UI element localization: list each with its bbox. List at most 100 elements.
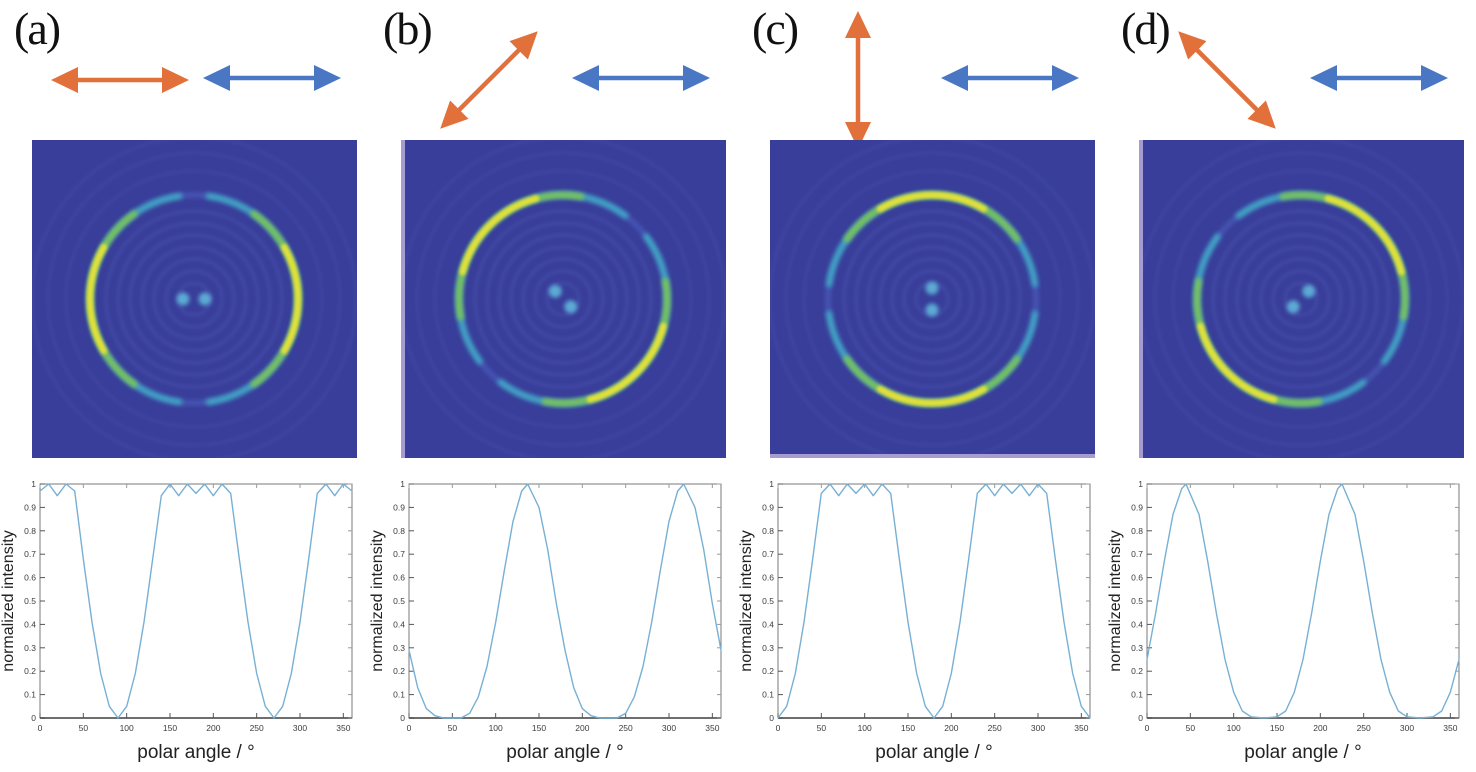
blue-double-arrow-icon bbox=[1310, 65, 1448, 91]
plot-svg: 0 50 100 150 200 250 300 350 0 0.1 0.2 0.3 0.4 0.5 0.6… bbox=[1107, 479, 1460, 763]
svg-text:0.6: 0.6 bbox=[762, 573, 774, 583]
svg-text:0.6: 0.6 bbox=[1131, 573, 1143, 583]
blue-double-arrow-icon bbox=[572, 65, 710, 91]
svg-text:0.8: 0.8 bbox=[393, 526, 405, 536]
intensity-plot: 0 50 100 150 200 250 300 350 0 0.1 0.2 0.3 0.4 0.5 0.6… bbox=[0, 468, 369, 770]
panel-label: (a) bbox=[14, 3, 61, 54]
svg-text:50: 50 bbox=[817, 723, 827, 733]
svg-text:0: 0 bbox=[1138, 713, 1143, 723]
pump-polarization-arrow-icon bbox=[414, 5, 564, 155]
svg-text:350: 350 bbox=[1443, 723, 1457, 733]
svg-text:0.9: 0.9 bbox=[762, 502, 774, 512]
svg-text:polar angle / °: polar angle / ° bbox=[506, 742, 623, 763]
svg-text:250: 250 bbox=[250, 723, 264, 733]
svg-text:1: 1 bbox=[769, 479, 774, 489]
svg-text:0.9: 0.9 bbox=[1131, 502, 1143, 512]
svg-text:0.7: 0.7 bbox=[24, 549, 36, 559]
intensity-plot: 0 50 100 150 200 250 300 350 0 0.1 0.2 0.3 0.4 0.5 0.6… bbox=[369, 468, 738, 770]
svg-text:0.8: 0.8 bbox=[1131, 526, 1143, 536]
orange-double-arrow-icon bbox=[440, 31, 538, 129]
svg-text:normalized intensity: normalized intensity bbox=[369, 530, 386, 671]
svg-text:50: 50 bbox=[1186, 723, 1196, 733]
panel-label: (c) bbox=[752, 3, 799, 54]
plot-svg: 0 50 100 150 200 250 300 350 0 0.1 0.2 0.3 0.4 0.5 0.6… bbox=[369, 479, 722, 763]
svg-text:0: 0 bbox=[400, 713, 405, 723]
svg-text:350: 350 bbox=[705, 723, 719, 733]
svg-text:150: 150 bbox=[901, 723, 915, 733]
orange-double-arrow-icon bbox=[51, 67, 189, 93]
blue-double-arrow-icon bbox=[203, 65, 341, 91]
svg-text:250: 250 bbox=[1357, 723, 1371, 733]
svg-text:100: 100 bbox=[858, 723, 872, 733]
intensity-plot: 0 50 100 150 200 250 300 350 0 0.1 0.2 0.3 0.4 0.5 0.6… bbox=[738, 468, 1107, 770]
svg-text:0.3: 0.3 bbox=[393, 643, 405, 653]
svg-text:0.5: 0.5 bbox=[24, 596, 36, 606]
plot-svg: 0 50 100 150 200 250 300 350 0 0.1 0.2 0.3 0.4 0.5 0.6… bbox=[0, 479, 353, 763]
svg-text:0.9: 0.9 bbox=[24, 502, 36, 512]
svg-text:0.2: 0.2 bbox=[762, 666, 774, 676]
svg-text:polar angle / °: polar angle / ° bbox=[875, 742, 992, 763]
svg-text:0.1: 0.1 bbox=[762, 690, 774, 700]
svg-text:normalized intensity: normalized intensity bbox=[738, 530, 755, 671]
svg-text:100: 100 bbox=[120, 723, 134, 733]
svg-text:350: 350 bbox=[336, 723, 350, 733]
svg-text:50: 50 bbox=[79, 723, 89, 733]
panel-a: (a) 0 50 100 150 200 250 300 350 0 0.1 0.2 0.3 0.4 0.… bbox=[0, 0, 369, 772]
svg-text:0: 0 bbox=[769, 713, 774, 723]
blue-double-arrow-icon bbox=[941, 65, 1079, 91]
svg-text:0: 0 bbox=[31, 713, 36, 723]
svg-text:normalized intensity: normalized intensity bbox=[0, 530, 17, 671]
svg-text:0.5: 0.5 bbox=[393, 596, 405, 606]
orange-double-arrow-icon bbox=[845, 11, 871, 149]
svg-text:250: 250 bbox=[988, 723, 1002, 733]
svg-text:0.2: 0.2 bbox=[393, 666, 405, 676]
svg-text:0.6: 0.6 bbox=[393, 573, 405, 583]
svg-text:1: 1 bbox=[400, 479, 405, 489]
pattern-svg bbox=[1139, 140, 1464, 458]
svg-text:350: 350 bbox=[1074, 723, 1088, 733]
svg-text:150: 150 bbox=[1270, 723, 1284, 733]
svg-text:0: 0 bbox=[407, 723, 412, 733]
svg-text:0.7: 0.7 bbox=[393, 549, 405, 559]
svg-text:250: 250 bbox=[619, 723, 633, 733]
scattering-pattern-image bbox=[32, 140, 357, 458]
probe-polarization-arrow-icon bbox=[935, 3, 1085, 153]
scattering-pattern-image bbox=[401, 140, 726, 458]
pump-polarization-arrow-icon bbox=[783, 5, 933, 155]
svg-text:150: 150 bbox=[163, 723, 177, 733]
scattering-pattern-image bbox=[1139, 140, 1464, 458]
svg-text:1: 1 bbox=[31, 479, 36, 489]
panel-b: (b) 0 50 100 150 200 250 300 350 0 0.1 0.2 0.3 0.4 0.… bbox=[369, 0, 738, 772]
svg-text:100: 100 bbox=[489, 723, 503, 733]
svg-text:0.7: 0.7 bbox=[762, 549, 774, 559]
panel-d: (d) 0 50 100 150 200 250 300 350 0 0.1 0.2 0.3 0.4 0.… bbox=[1107, 0, 1476, 772]
svg-text:0: 0 bbox=[776, 723, 781, 733]
svg-text:0: 0 bbox=[1145, 723, 1150, 733]
svg-text:0: 0 bbox=[38, 723, 43, 733]
intensity-plot: 0 50 100 150 200 250 300 350 0 0.1 0.2 0.3 0.4 0.5 0.6… bbox=[1107, 468, 1476, 770]
svg-text:300: 300 bbox=[662, 723, 676, 733]
svg-text:0.3: 0.3 bbox=[762, 643, 774, 653]
svg-text:200: 200 bbox=[206, 723, 220, 733]
probe-polarization-arrow-icon bbox=[197, 3, 347, 153]
svg-text:0.8: 0.8 bbox=[24, 526, 36, 536]
pattern-svg bbox=[32, 140, 357, 458]
svg-text:0.3: 0.3 bbox=[24, 643, 36, 653]
svg-text:0.9: 0.9 bbox=[393, 502, 405, 512]
svg-text:0.5: 0.5 bbox=[762, 596, 774, 606]
svg-text:0.1: 0.1 bbox=[393, 690, 405, 700]
svg-text:0.5: 0.5 bbox=[1131, 596, 1143, 606]
pump-polarization-arrow-icon bbox=[45, 5, 195, 155]
pattern-svg bbox=[401, 140, 726, 458]
svg-text:50: 50 bbox=[448, 723, 458, 733]
svg-text:0.4: 0.4 bbox=[393, 619, 405, 629]
svg-text:0.4: 0.4 bbox=[24, 619, 36, 629]
svg-text:200: 200 bbox=[1313, 723, 1327, 733]
svg-text:200: 200 bbox=[944, 723, 958, 733]
svg-text:300: 300 bbox=[293, 723, 307, 733]
probe-polarization-arrow-icon bbox=[566, 3, 716, 153]
svg-text:0.2: 0.2 bbox=[24, 666, 36, 676]
plot-svg: 0 50 100 150 200 250 300 350 0 0.1 0.2 0.3 0.4 0.5 0.6… bbox=[738, 479, 1091, 763]
orange-double-arrow-icon bbox=[1178, 31, 1276, 129]
svg-text:polar angle / °: polar angle / ° bbox=[1244, 742, 1361, 763]
